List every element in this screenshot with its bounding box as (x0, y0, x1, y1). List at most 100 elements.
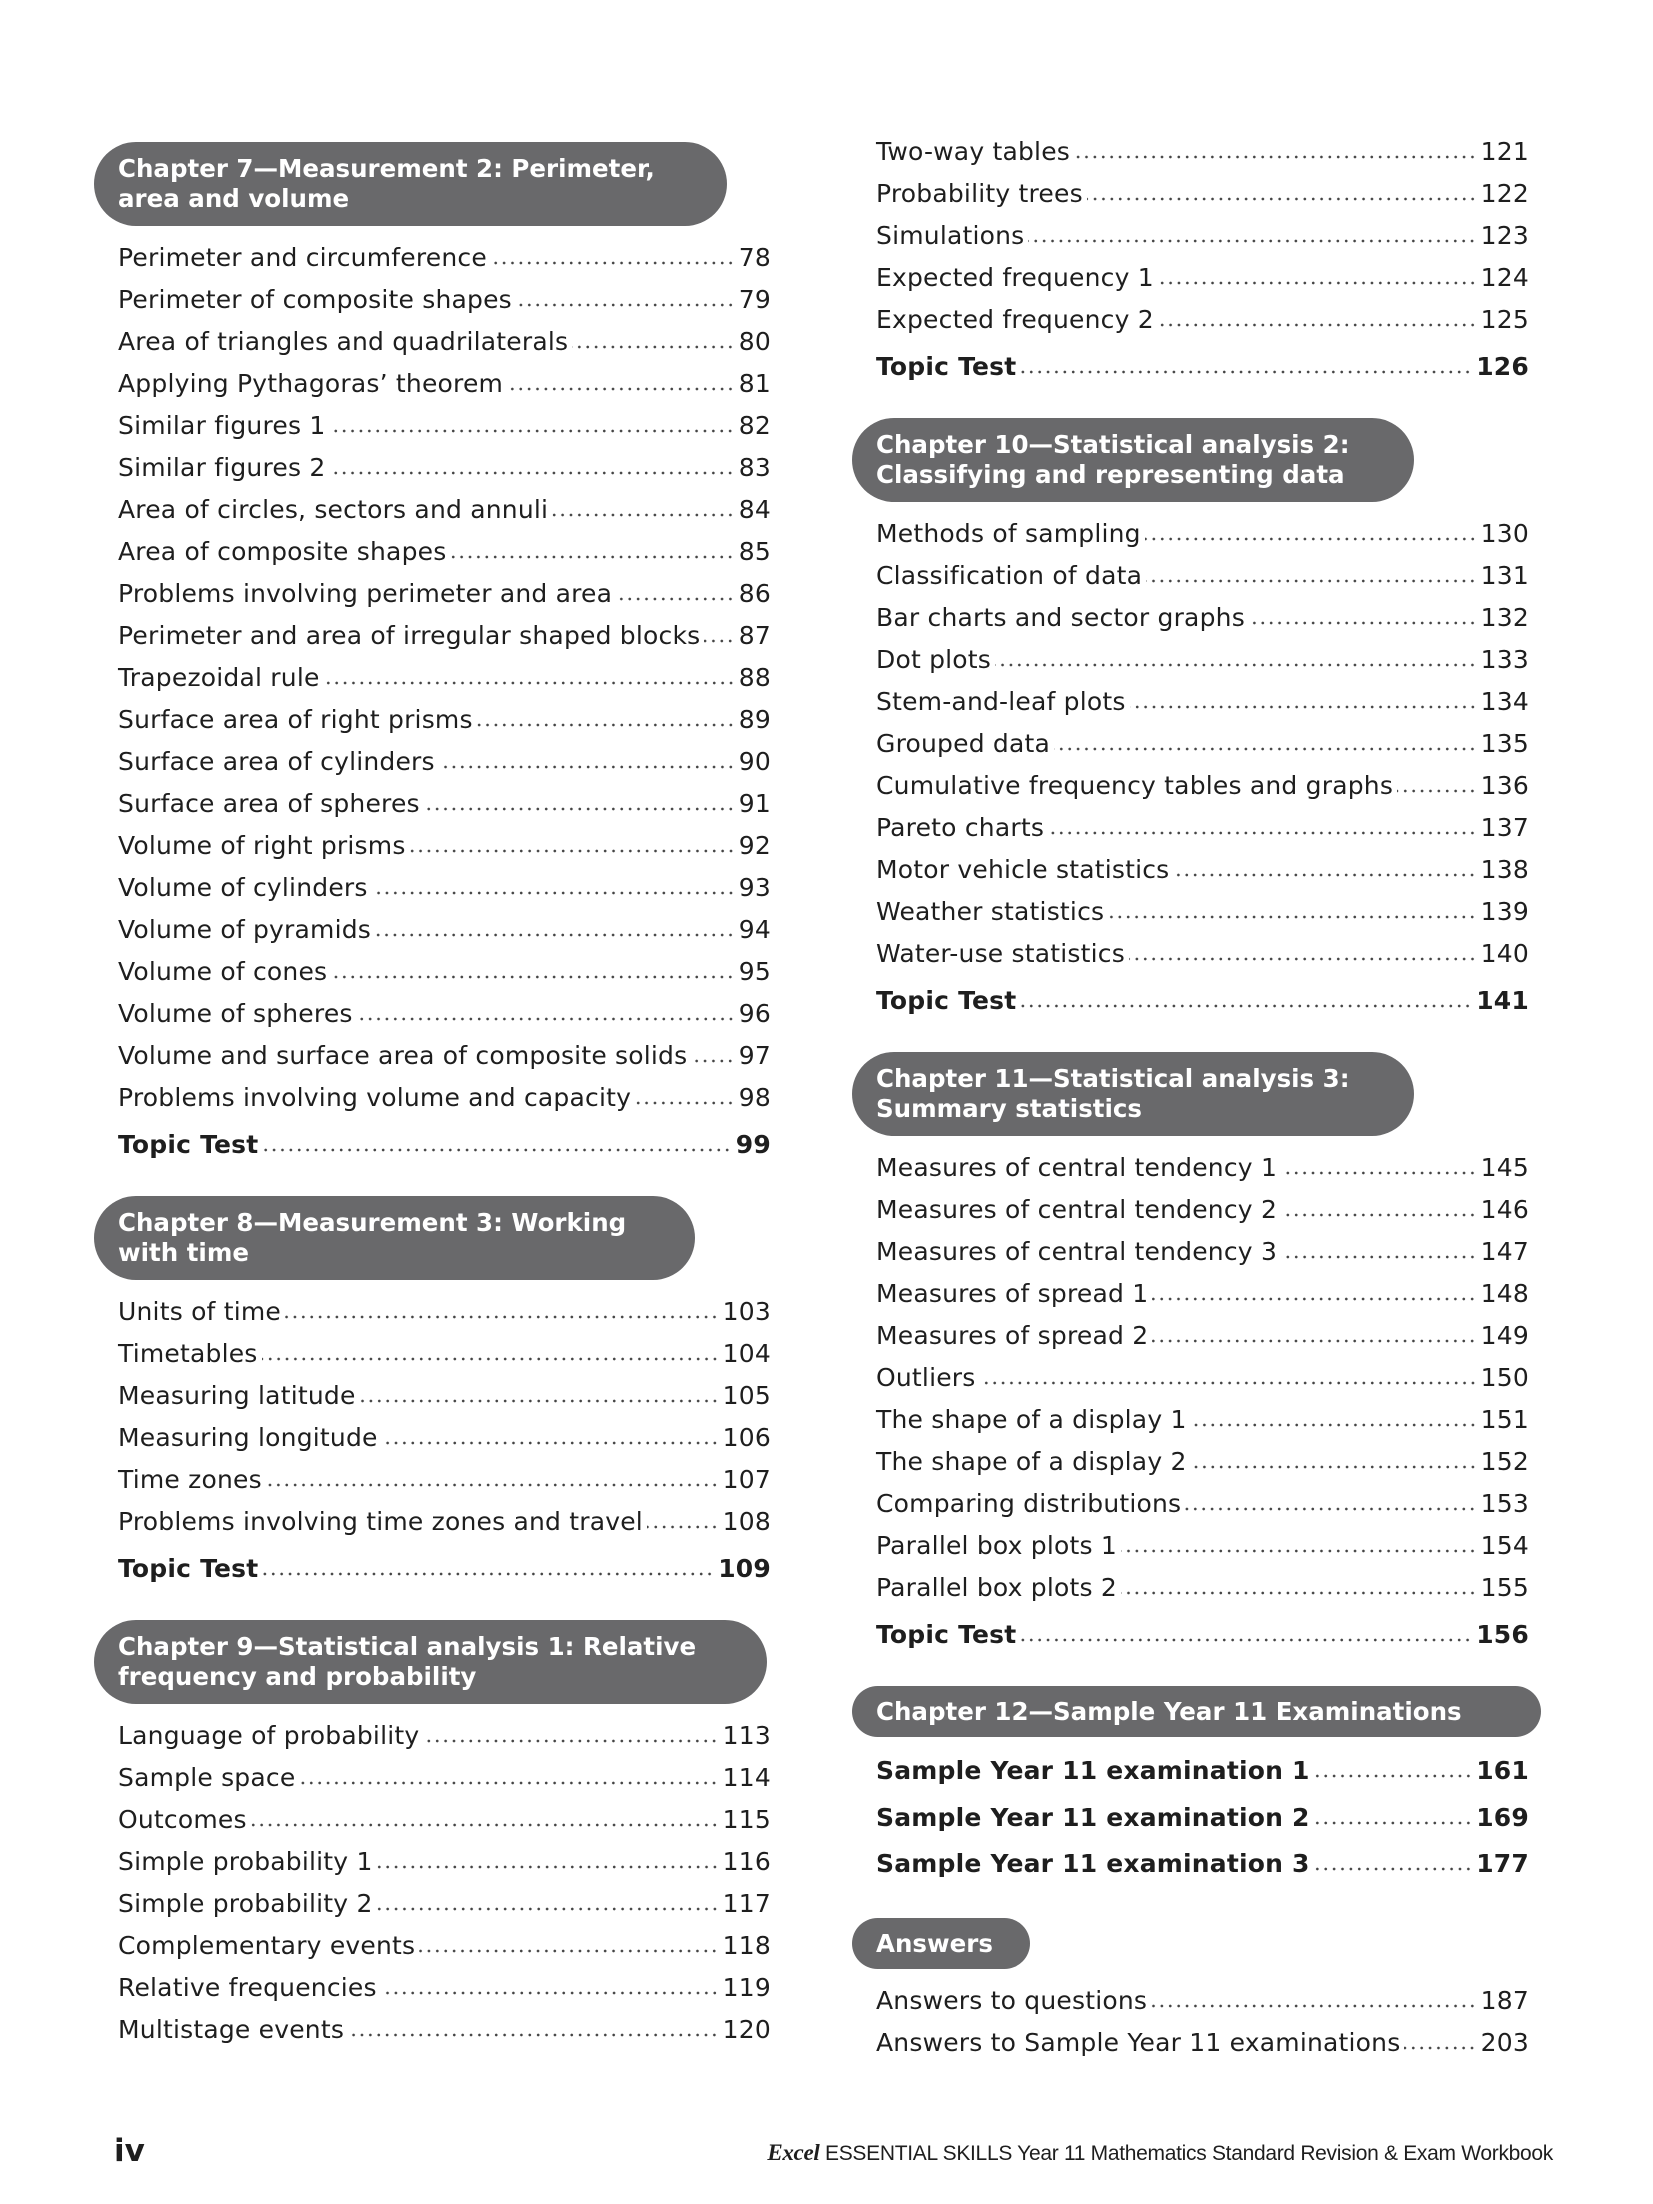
toc-entry[interactable]: Probability trees 122 (876, 173, 1529, 215)
toc-entry[interactable]: Perimeter and area of irregular shaped b… (118, 615, 771, 657)
entry-title: Topic Test (876, 352, 1017, 381)
toc-entry[interactable]: Complementary events 118 (118, 1925, 771, 1967)
toc-entry[interactable]: Motor vehicle statistics 138 (876, 849, 1529, 891)
toc-entry[interactable]: Cumulative frequency tables and graphs 13… (876, 765, 1529, 807)
toc-entry[interactable]: Surface area of cylinders 90 (118, 741, 771, 783)
toc-entry[interactable]: Volume of cones 95 (118, 951, 771, 993)
toc-entry[interactable]: Measures of central tendency 3 147 (876, 1231, 1529, 1273)
dot-leader (409, 844, 735, 854)
toc-entry[interactable]: Answers to Sample Year 11 examinations 20… (876, 2022, 1529, 2064)
toc-entry-bold[interactable]: Sample Year 11 examination 1 161 (876, 1748, 1529, 1795)
dot-leader (1313, 1815, 1473, 1826)
toc-section: Chapter 12—Sample Year 11 Examinations Sa… (852, 1686, 1541, 1888)
toc-entry[interactable]: Problems involving time zones and travel… (118, 1501, 771, 1543)
toc-entry[interactable]: Weather statistics 139 (876, 891, 1529, 933)
entry-title: Outcomes (118, 1805, 247, 1834)
dot-leader (1120, 1586, 1477, 1596)
toc-entry[interactable]: Measures of central tendency 1 145 (876, 1147, 1529, 1189)
toc-entry[interactable]: Simple probability 2 117 (118, 1883, 771, 1925)
entry-title: Sample space (118, 1763, 296, 1792)
toc-entry-bold[interactable]: Sample Year 11 examination 3 177 (876, 1841, 1529, 1888)
entry-page-number: 109 (718, 1554, 771, 1583)
toc-entry-bold[interactable]: Topic Test 109 (118, 1543, 771, 1590)
toc-entry[interactable]: Grouped data 135 (876, 723, 1529, 765)
toc-entry[interactable]: Classification of data 131 (876, 555, 1529, 597)
entry-page-number: 125 (1480, 305, 1529, 334)
entry-page-number: 83 (738, 453, 771, 482)
entry-title: Grouped data (876, 729, 1051, 758)
toc-entry[interactable]: Measures of central tendency 2 146 (876, 1189, 1529, 1231)
toc-entry-bold[interactable]: Topic Test 156 (876, 1609, 1529, 1656)
toc-entry[interactable]: Bar charts and sector graphs 132 (876, 597, 1529, 639)
toc-entry[interactable]: Units of time 103 (118, 1291, 771, 1333)
toc-entry[interactable]: Parallel box plots 2 155 (876, 1567, 1529, 1609)
toc-entry[interactable]: Volume of right prisms 92 (118, 825, 771, 867)
toc-entry[interactable]: Answers to questions 187 (876, 1980, 1529, 2022)
dot-leader (359, 1394, 719, 1404)
toc-entry[interactable]: Area of circles, sectors and annuli 84 (118, 489, 771, 531)
toc-entry[interactable]: Multistage events 120 (118, 2009, 771, 2051)
toc-entry[interactable]: Volume of spheres 96 (118, 993, 771, 1035)
toc-entry-bold[interactable]: Topic Test 126 (876, 341, 1529, 388)
toc-entry[interactable]: Methods of sampling 130 (876, 513, 1529, 555)
toc-entry[interactable]: Volume of pyramids 94 (118, 909, 771, 951)
toc-entry[interactable]: Trapezoidal rule 88 (118, 657, 771, 699)
dot-leader (476, 718, 735, 728)
toc-right-column: Two-way tables 121 Probability trees 122 Sim… (852, 131, 1541, 2094)
entry-page-number: 115 (722, 1805, 771, 1834)
toc-entry[interactable]: Simple probability 1 116 (118, 1841, 771, 1883)
toc-entry[interactable]: Surface area of right prisms 89 (118, 699, 771, 741)
toc-entry[interactable]: Outliers 150 (876, 1357, 1529, 1399)
toc-entry[interactable]: Measuring longitude 106 (118, 1417, 771, 1459)
toc-entry[interactable]: Relative frequencies 119 (118, 1967, 771, 2009)
toc-entry[interactable]: Stem-and-leaf plots 134 (876, 681, 1529, 723)
toc-entry[interactable]: Applying Pythagoras’ theorem 81 (118, 363, 771, 405)
toc-entry[interactable]: Water-use statistics 140 (876, 933, 1529, 975)
toc-entry[interactable]: The shape of a display 1 151 (876, 1399, 1529, 1441)
toc-entry[interactable]: Comparing distributions 153 (876, 1483, 1529, 1525)
entry-page-number: 97 (738, 1041, 771, 1070)
toc-entry[interactable]: Problems involving volume and capacity 98 (118, 1077, 771, 1119)
toc-entry[interactable]: Similar figures 2 83 (118, 447, 771, 489)
page-number: iv (114, 2133, 145, 2169)
dot-leader (1190, 1460, 1477, 1470)
entry-page-number: 169 (1476, 1802, 1529, 1832)
toc-entry[interactable]: Sample space 114 (118, 1757, 771, 1799)
chapter-heading: Chapter 11—Statistical analysis 3: Summar… (852, 1052, 1414, 1136)
toc-entry[interactable]: Parallel box plots 1 154 (876, 1525, 1529, 1567)
toc-entry[interactable]: Measures of spread 1 148 (876, 1273, 1529, 1315)
entry-page-number: 147 (1480, 1237, 1529, 1266)
toc-entry[interactable]: Measuring latitude 105 (118, 1375, 771, 1417)
entry-page-number: 137 (1480, 813, 1529, 842)
toc-entry[interactable]: Surface area of spheres 91 (118, 783, 771, 825)
toc-entry[interactable]: Problems involving perimeter and area 86 (118, 573, 771, 615)
entry-title: Surface area of spheres (118, 789, 420, 818)
toc-entry[interactable]: Language of probability 113 (118, 1715, 771, 1757)
toc-entry[interactable]: Dot plots 133 (876, 639, 1529, 681)
entry-title: Outliers (876, 1363, 976, 1392)
entry-page-number: 91 (738, 789, 771, 818)
toc-entry[interactable]: The shape of a display 2 152 (876, 1441, 1529, 1483)
toc-entry[interactable]: Perimeter and circumference 78 (118, 237, 771, 279)
toc-entry[interactable]: Area of triangles and quadrilaterals 80 (118, 321, 771, 363)
toc-entry-bold[interactable]: Sample Year 11 examination 2 169 (876, 1795, 1529, 1842)
dot-leader (376, 1902, 719, 1912)
toc-entry[interactable]: Pareto charts 137 (876, 807, 1529, 849)
toc-entry[interactable]: Perimeter of composite shapes 79 (118, 279, 771, 321)
toc-entry[interactable]: Simulations 123 (876, 215, 1529, 257)
toc-entry[interactable]: Measures of spread 2 149 (876, 1315, 1529, 1357)
toc-entry[interactable]: Volume and surface area of composite sol… (118, 1035, 771, 1077)
toc-entry[interactable]: Area of composite shapes 85 (118, 531, 771, 573)
toc-entry[interactable]: Timetables 104 (118, 1333, 771, 1375)
entry-page-number: 150 (1480, 1363, 1529, 1392)
toc-entry[interactable]: Volume of cylinders 93 (118, 867, 771, 909)
toc-entry[interactable]: Expected frequency 2 125 (876, 299, 1529, 341)
toc-entry[interactable]: Outcomes 115 (118, 1799, 771, 1841)
toc-entry-bold[interactable]: Topic Test 99 (118, 1119, 771, 1166)
toc-entry[interactable]: Similar figures 1 82 (118, 405, 771, 447)
toc-entry[interactable]: Time zones 107 (118, 1459, 771, 1501)
toc-entry-bold[interactable]: Topic Test 141 (876, 975, 1529, 1022)
dot-leader (1020, 365, 1473, 375)
toc-entry[interactable]: Two-way tables 121 (876, 131, 1529, 173)
toc-entry[interactable]: Expected frequency 1 124 (876, 257, 1529, 299)
